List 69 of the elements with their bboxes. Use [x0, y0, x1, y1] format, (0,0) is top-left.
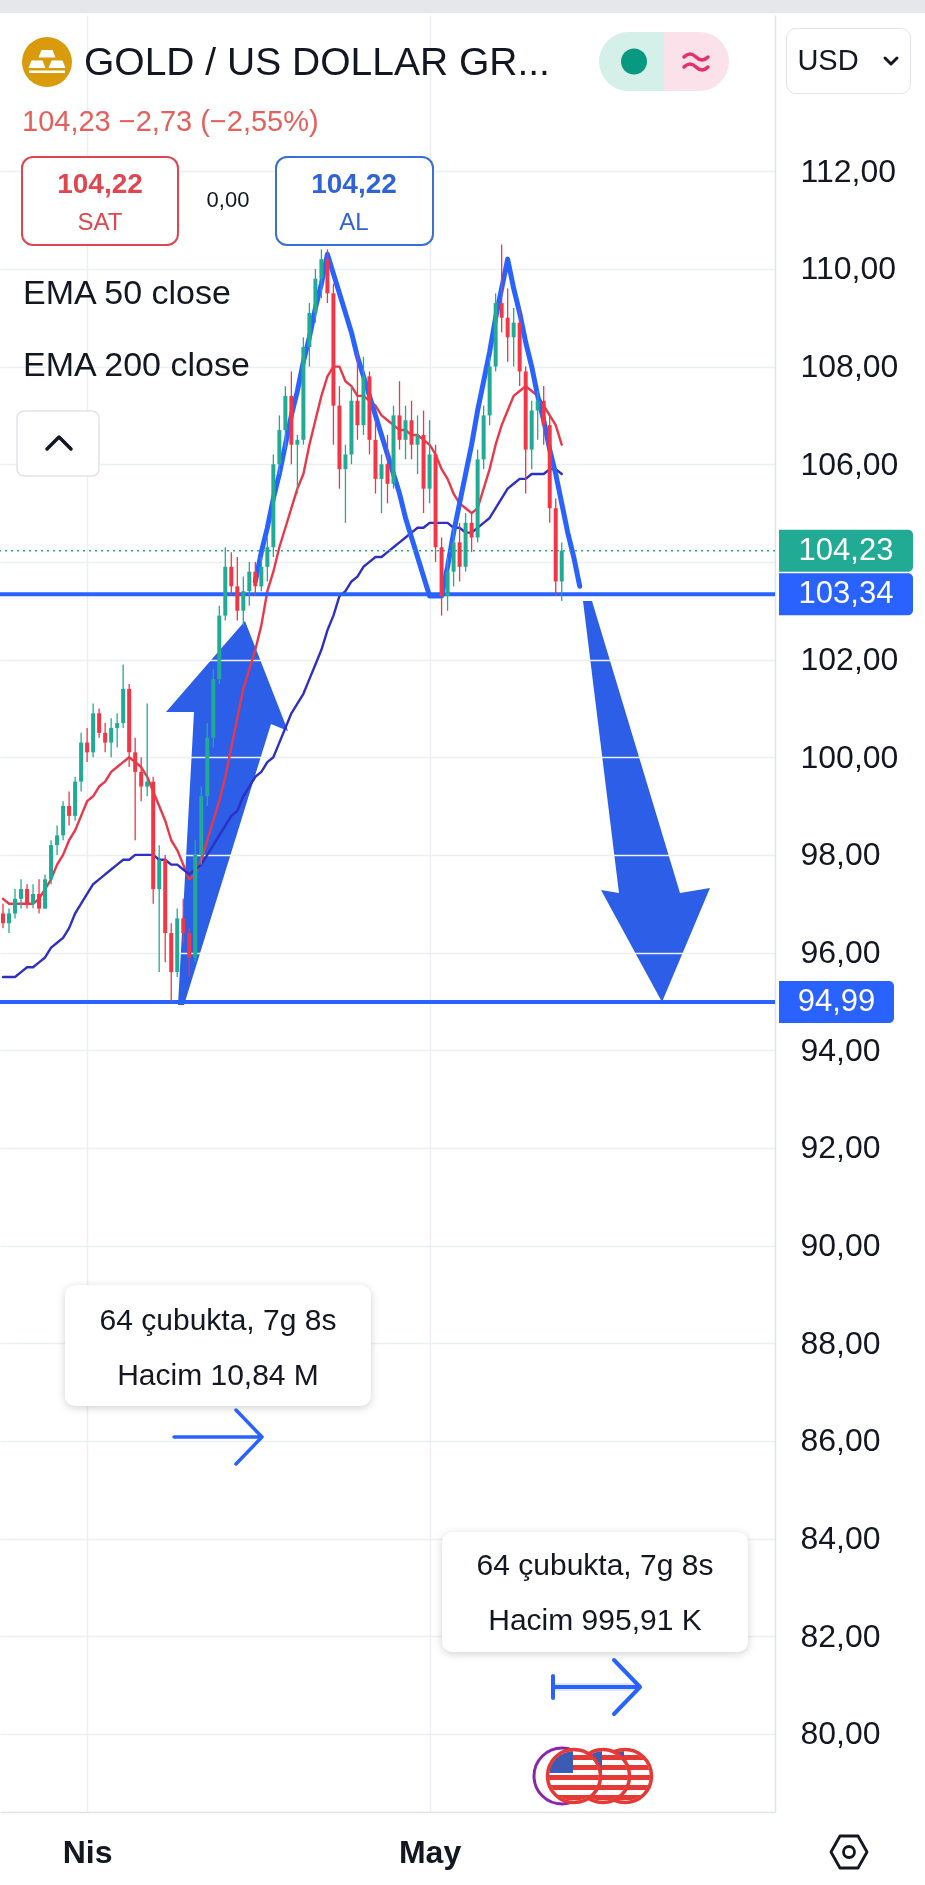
- y-tick-label: 108,00: [800, 348, 899, 385]
- annotation: 64 çubukta, 7g 8s: [476, 1547, 714, 1583]
- y-tick-label: 86,00: [800, 1422, 881, 1459]
- candlestick: [505, 287, 510, 363]
- y-tick-label: 102,00: [800, 641, 899, 678]
- candlestick: [1, 903, 5, 929]
- candlestick: [511, 307, 516, 368]
- y-tick-label: 112,00: [800, 152, 896, 189]
- annotation: 104,22: [311, 167, 397, 201]
- candlestick: [247, 561, 252, 607]
- ref-line-label: 103,34: [798, 575, 894, 611]
- y-tick-label: 100,00: [800, 738, 899, 775]
- y-tick-label: 88,00: [800, 1324, 881, 1361]
- y-tick-label: 80,00: [800, 1715, 881, 1752]
- x-tick-label: May: [398, 1833, 462, 1870]
- y-tick-label: 94,00: [800, 1031, 881, 1068]
- ref-line-label: 94,99: [797, 982, 876, 1018]
- candlestick: [133, 737, 138, 841]
- y-tick-label: 90,00: [800, 1227, 881, 1264]
- annotation: 0,00: [206, 187, 250, 213]
- y-tick-label: 110,00: [800, 250, 896, 287]
- candlestick: [31, 883, 36, 910]
- candlestick: [19, 878, 24, 910]
- x-tick-label: Nis: [62, 1833, 113, 1870]
- candlestick: [499, 243, 504, 334]
- candlestick: [343, 444, 348, 524]
- line-series: [1, 467, 563, 979]
- candlestick: [13, 888, 18, 920]
- candlestick: [109, 717, 114, 758]
- candlestick: [103, 722, 108, 754]
- annotation: SAT: [77, 208, 123, 236]
- ref-line-label: 104,23: [798, 531, 894, 567]
- text: 104,23 −2,73 (−2,55%): [22, 105, 319, 139]
- candlestick: [7, 907, 12, 934]
- candlestick: [535, 390, 540, 441]
- candlestick: [415, 414, 420, 475]
- annotation: Hacim 995,91 K: [488, 1602, 702, 1638]
- y-tick-label: 82,00: [800, 1617, 881, 1654]
- annotation: AL: [339, 208, 369, 236]
- y-tick-label: 96,00: [800, 934, 881, 971]
- candlestick: [469, 512, 474, 553]
- annotation: 64 çubukta, 7g 8s: [99, 1302, 337, 1338]
- candlestick: [379, 453, 384, 514]
- candlestick: [115, 712, 120, 749]
- candlestick: [229, 551, 234, 597]
- candlestick: [181, 898, 186, 944]
- y-tick-label: 98,00: [800, 836, 881, 873]
- candlestick: [67, 790, 72, 827]
- annotation: EMA 50 close: [23, 273, 231, 313]
- candlestick: [97, 707, 102, 739]
- candlestick: [319, 248, 324, 299]
- candlestick: [385, 434, 390, 504]
- candlestick: [259, 556, 264, 592]
- y-tick-label: 92,00: [800, 1129, 881, 1166]
- annotation: Hacim 10,84 M: [117, 1357, 319, 1393]
- annotation: 104,22: [57, 167, 143, 201]
- text: USD: [797, 44, 859, 78]
- candlestick: [241, 575, 246, 627]
- candlestick: [85, 727, 90, 763]
- candlestick: [145, 702, 150, 797]
- text: GOLD / US DOLLAR GR...: [84, 39, 550, 85]
- annotation: EMA 200 close: [23, 345, 250, 385]
- candlestick: [139, 756, 144, 802]
- candlestick: [55, 824, 60, 856]
- candlestick: [403, 405, 408, 461]
- y-tick-label: 106,00: [800, 445, 899, 482]
- candlestick: [295, 434, 300, 495]
- candlestick: [253, 561, 258, 597]
- y-tick-label: 84,00: [800, 1520, 881, 1557]
